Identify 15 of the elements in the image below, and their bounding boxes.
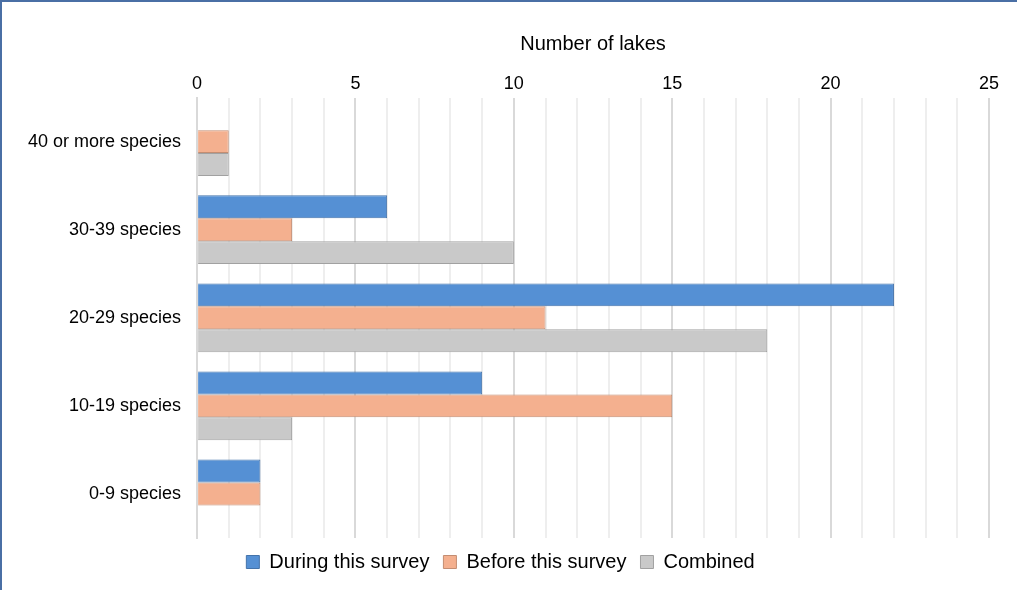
legend-label: Combined <box>663 549 755 572</box>
y-tick-label: 0-9 species <box>89 482 182 503</box>
y-tick-label: 20-29 species <box>68 306 182 327</box>
x-tick-label: 20 <box>820 72 841 93</box>
y-tick-label: 40 or more species <box>27 130 182 151</box>
x-tick-label: 10 <box>503 72 524 93</box>
x-tick-label: 25 <box>978 72 1000 93</box>
legend-label: During this survey <box>269 549 430 572</box>
x-tick-label: 5 <box>350 72 361 93</box>
legend-label: Before this survey <box>466 549 627 572</box>
x-tick-label: 0 <box>192 72 203 93</box>
x-axis-title: Number of lakes <box>520 31 666 54</box>
y-tick-label: 30-39 species <box>68 218 182 239</box>
y-tick-label: 10-19 species <box>68 394 182 415</box>
x-tick-label: 15 <box>662 72 683 93</box>
